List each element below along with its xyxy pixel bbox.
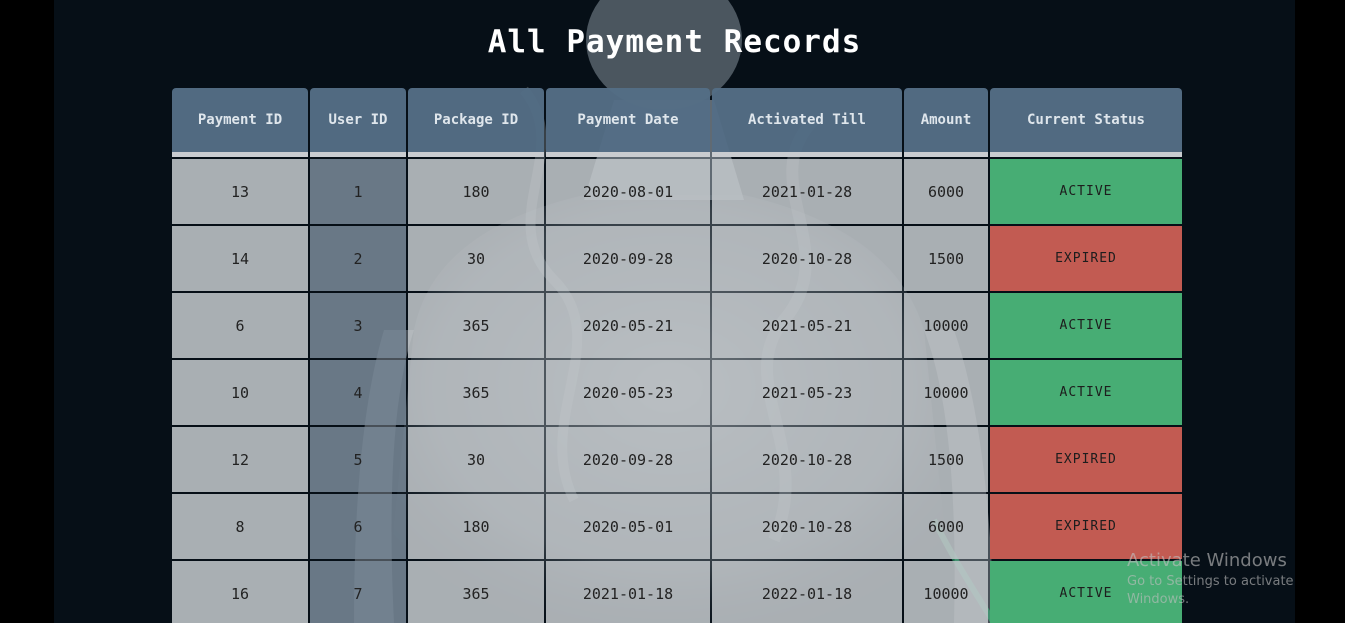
payment-date-cell: 2020-08-01 xyxy=(546,159,710,224)
header-package-id: Package ID xyxy=(408,88,544,157)
header-activated-till: Activated Till xyxy=(712,88,902,157)
package-id-cell: 365 xyxy=(408,360,544,425)
payment-date-cell: 2021-01-18 xyxy=(546,561,710,623)
activated-till-cell: 2021-05-23 xyxy=(712,360,902,425)
user-id-cell: 5 xyxy=(310,427,406,492)
package-id-cell: 365 xyxy=(408,561,544,623)
header-current-status: Current Status xyxy=(990,88,1182,157)
windows-activation-watermark: Activate Windows Go to Settings to activ… xyxy=(1127,549,1295,609)
amount-cell: 10000 xyxy=(904,360,988,425)
payment-records-page: All Payment Records Payment ID User ID P… xyxy=(54,0,1295,623)
amount-cell: 10000 xyxy=(904,561,988,623)
status-cell: EXPIRED xyxy=(990,427,1182,492)
package-id-cell: 180 xyxy=(408,494,544,559)
watermark-subtitle: Go to Settings to activate Windows. xyxy=(1127,574,1294,607)
table-row: 8 6 180 2020-05-01 2020-10-28 6000 EXPIRED xyxy=(172,494,1182,559)
payment-id-cell: 14 xyxy=(172,226,308,291)
user-id-cell: 6 xyxy=(310,494,406,559)
activated-till-cell: 2020-10-28 xyxy=(712,427,902,492)
amount-cell: 1500 xyxy=(904,427,988,492)
payment-id-cell: 10 xyxy=(172,360,308,425)
amount-cell: 10000 xyxy=(904,293,988,358)
payment-date-cell: 2020-05-01 xyxy=(546,494,710,559)
payment-id-cell: 16 xyxy=(172,561,308,623)
payment-id-cell: 8 xyxy=(172,494,308,559)
table-row: 14 2 30 2020-09-28 2020-10-28 1500 EXPIRED xyxy=(172,226,1182,291)
header-amount: Amount xyxy=(904,88,988,157)
watermark-title: Activate Windows xyxy=(1127,550,1287,571)
activated-till-cell: 2021-05-21 xyxy=(712,293,902,358)
package-id-cell: 365 xyxy=(408,293,544,358)
payment-date-cell: 2020-09-28 xyxy=(546,427,710,492)
payment-date-cell: 2020-05-23 xyxy=(546,360,710,425)
header-user-id: User ID xyxy=(310,88,406,157)
activated-till-cell: 2022-01-18 xyxy=(712,561,902,623)
payment-id-cell: 6 xyxy=(172,293,308,358)
header-payment-id: Payment ID xyxy=(172,88,308,157)
activated-till-cell: 2020-10-28 xyxy=(712,494,902,559)
payment-id-cell: 12 xyxy=(172,427,308,492)
user-id-cell: 2 xyxy=(310,226,406,291)
table-row: 12 5 30 2020-09-28 2020-10-28 1500 EXPIRED xyxy=(172,427,1182,492)
page-title: All Payment Records xyxy=(487,24,862,60)
status-cell: EXPIRED xyxy=(990,494,1182,559)
amount-cell: 6000 xyxy=(904,494,988,559)
user-id-cell: 1 xyxy=(310,159,406,224)
table-row: 6 3 365 2020-05-21 2021-05-21 10000 ACTIVE xyxy=(172,293,1182,358)
payment-date-cell: 2020-09-28 xyxy=(546,226,710,291)
payment-id-cell: 13 xyxy=(172,159,308,224)
table-header-row: Payment ID User ID Package ID Payment Da… xyxy=(172,88,1182,157)
payment-records-table: Payment ID User ID Package ID Payment Da… xyxy=(170,86,1184,623)
user-id-cell: 4 xyxy=(310,360,406,425)
activated-till-cell: 2020-10-28 xyxy=(712,226,902,291)
amount-cell: 6000 xyxy=(904,159,988,224)
status-cell: ACTIVE xyxy=(990,159,1182,224)
user-id-cell: 7 xyxy=(310,561,406,623)
status-cell: ACTIVE xyxy=(990,360,1182,425)
package-id-cell: 180 xyxy=(408,159,544,224)
payment-date-cell: 2020-05-21 xyxy=(546,293,710,358)
table-row: 16 7 365 2021-01-18 2022-01-18 10000 ACTIVE xyxy=(172,561,1182,623)
activated-till-cell: 2021-01-28 xyxy=(712,159,902,224)
package-id-cell: 30 xyxy=(408,226,544,291)
header-payment-date: Payment Date xyxy=(546,88,710,157)
status-cell: ACTIVE xyxy=(990,561,1182,623)
package-id-cell: 30 xyxy=(408,427,544,492)
user-id-cell: 3 xyxy=(310,293,406,358)
table-row: 13 1 180 2020-08-01 2021-01-28 6000 ACTIVE xyxy=(172,159,1182,224)
status-cell: ACTIVE xyxy=(990,293,1182,358)
table-body: 13 1 180 2020-08-01 2021-01-28 6000 ACTIVE 14 2 3… xyxy=(172,159,1182,623)
amount-cell: 1500 xyxy=(904,226,988,291)
table-row: 10 4 365 2020-05-23 2021-05-23 10000 ACTIVE xyxy=(172,360,1182,425)
status-cell: EXPIRED xyxy=(990,226,1182,291)
